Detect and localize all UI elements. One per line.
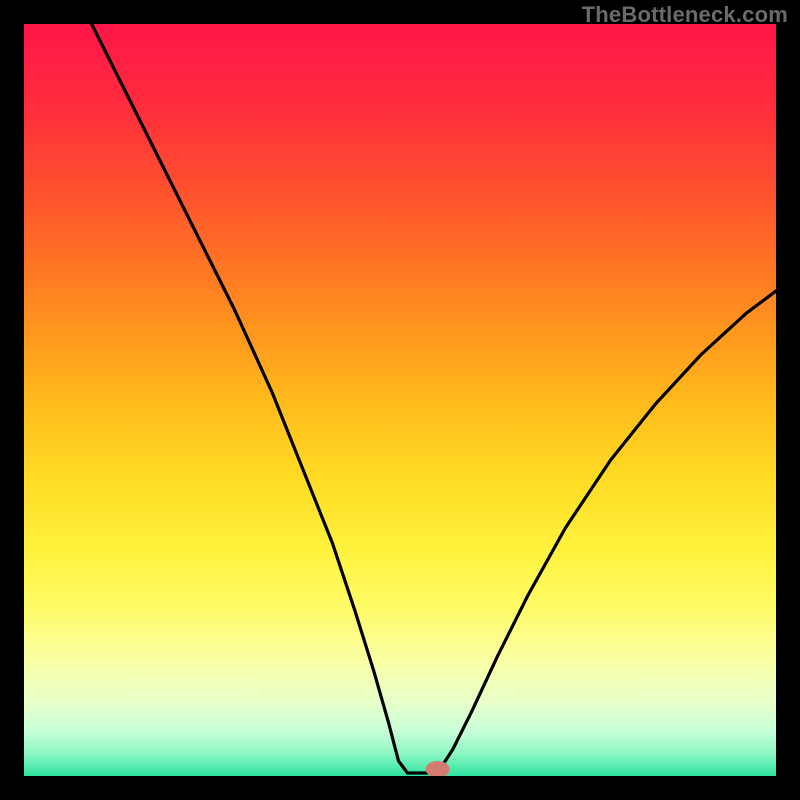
bottleneck-curve-chart (24, 24, 776, 776)
outer-frame: TheBottleneck.com (0, 0, 800, 800)
chart-area (24, 24, 776, 776)
gradient-background (24, 24, 776, 776)
watermark-text: TheBottleneck.com (582, 2, 788, 28)
